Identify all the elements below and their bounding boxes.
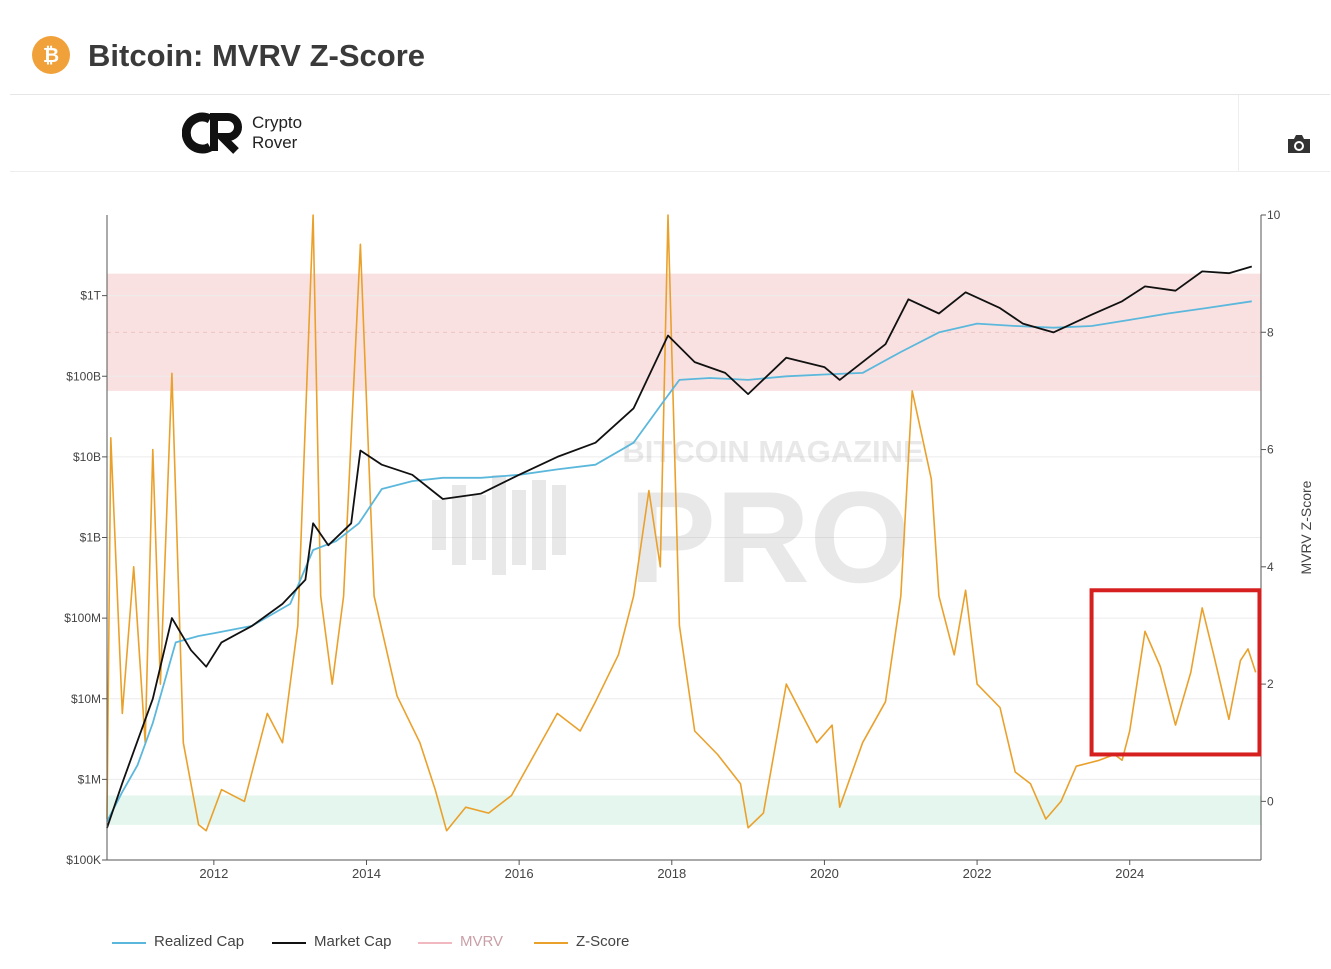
x-tick-label: 2014 xyxy=(352,866,381,881)
legend-swatch xyxy=(534,942,568,944)
y-left-tick-label: $1T xyxy=(80,289,101,303)
y-left-tick-label: $1B xyxy=(80,531,101,545)
zones-layer xyxy=(107,273,1261,825)
chart-title: Bitcoin: MVRV Z-Score xyxy=(88,38,426,73)
legend-label: Realized Cap xyxy=(154,933,245,950)
legend-label: MVRV xyxy=(460,933,504,950)
y-right-tick-label: 0 xyxy=(1267,794,1274,808)
highlight-box xyxy=(1089,588,1262,757)
x-tick-label: 2018 xyxy=(657,866,686,881)
brand-line-2: Rover xyxy=(252,133,298,152)
legend-swatch xyxy=(112,942,146,944)
axes-layer: $100K $1M $10M $100M $1B $10B $100B $1T 0 2 4 6 8 10 M… xyxy=(64,208,1314,881)
green-zone xyxy=(107,795,1261,825)
y-left-tick-label: $1M xyxy=(78,772,101,786)
series-layer xyxy=(106,214,1257,832)
watermark-line-1: BITCOIN MAGAZINE xyxy=(622,434,923,469)
brand-name: Crypto Rover xyxy=(252,113,302,153)
x-tick-label: 2016 xyxy=(505,866,534,881)
camera-icon[interactable] xyxy=(1286,133,1312,155)
y-right-tick-label: 4 xyxy=(1267,560,1274,574)
watermark-bars-icon xyxy=(432,475,566,575)
market-cap-line xyxy=(106,265,1253,829)
chart-header: ₿ Bitcoin: MVRV Z-Score xyxy=(10,18,1330,95)
y-left-tick-label: $10M xyxy=(71,692,101,706)
legend-swatch xyxy=(272,942,306,944)
highlight-layer xyxy=(1089,588,1262,757)
y-right-axis-label: MVRV Z-Score xyxy=(1298,480,1314,574)
z-score-line xyxy=(106,214,1257,832)
y-left-tick-label: $10B xyxy=(73,450,101,464)
x-tick-label: 2024 xyxy=(1115,866,1144,881)
legend-label: Z-Score xyxy=(576,933,630,950)
realized-cap-line xyxy=(106,300,1252,822)
y-left-tick-label: $100M xyxy=(64,611,101,625)
y-right-tick-label: 6 xyxy=(1267,443,1274,457)
watermark-line-2: PRO xyxy=(629,464,911,610)
x-tick-label: 2012 xyxy=(199,866,228,881)
x-tick-label: 2020 xyxy=(810,866,839,881)
mvrv-chart: BITCOIN MAGAZINE PRO $100K$1M$10M$100M$1… xyxy=(64,208,1314,881)
grid-layer xyxy=(107,295,1261,861)
crypto-rover-logo-icon xyxy=(182,112,242,154)
brand-line-1: Crypto xyxy=(252,113,303,132)
y-left-tick-label: $100K xyxy=(66,853,101,867)
y-right-tick-label: 8 xyxy=(1267,325,1274,339)
bitcoin-icon: ₿ xyxy=(32,36,70,74)
chart-toolbar: Crypto Rover xyxy=(10,95,1330,172)
y-right-tick-label: 2 xyxy=(1267,677,1274,691)
x-tick-label: 2022 xyxy=(963,866,992,881)
y-right-tick-label: 10 xyxy=(1267,208,1281,222)
y-left-tick-label: $100B xyxy=(66,369,101,383)
toolbar-divider xyxy=(1238,95,1239,171)
legend-label: Market Cap xyxy=(314,933,392,950)
watermark: BITCOIN MAGAZINE PRO xyxy=(432,434,924,610)
legend-swatch xyxy=(418,942,452,944)
